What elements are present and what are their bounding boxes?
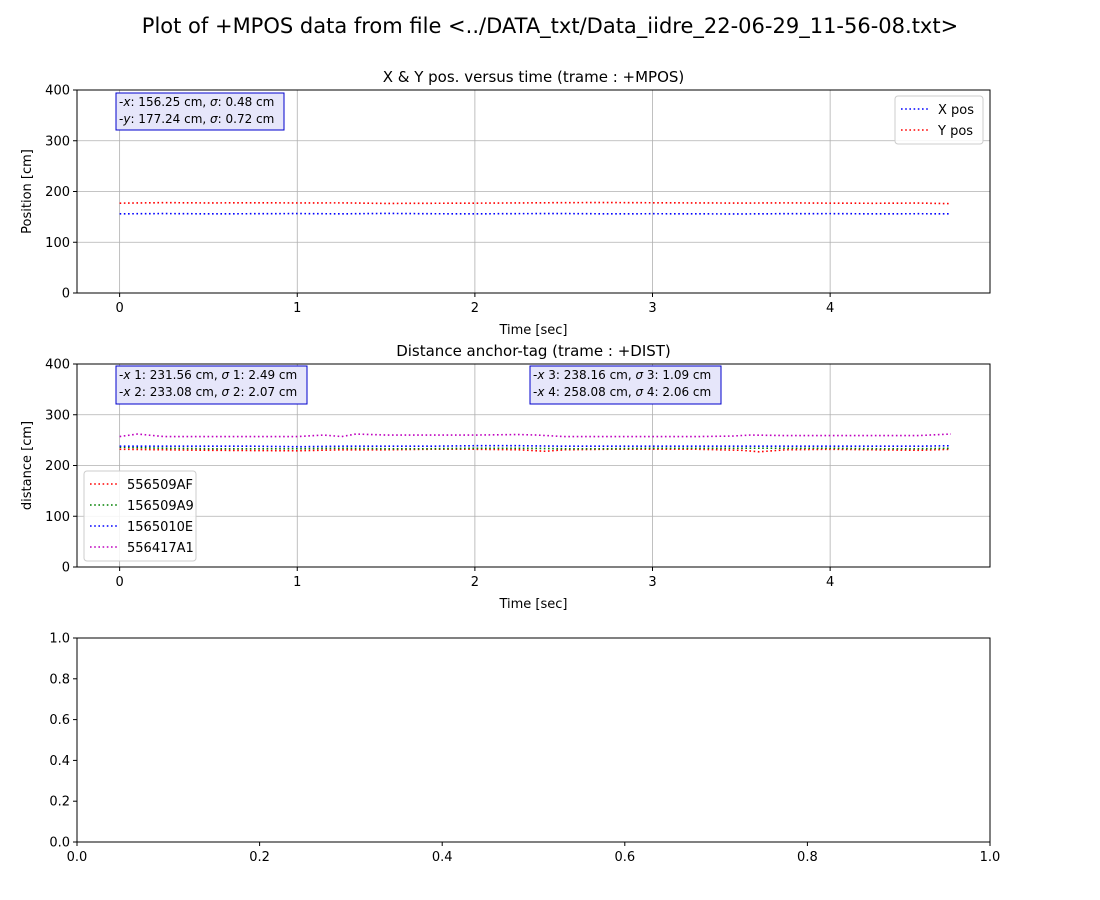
x-tick-label: 0.2 <box>249 850 270 865</box>
stats-text-part: x <box>122 385 131 399</box>
stats-text-part: 4: 258.08 cm, <box>544 385 635 399</box>
stats-text-part: 3: 238.16 cm, <box>544 368 635 382</box>
y-tick-label: 300 <box>45 134 70 149</box>
x-tick-label: 1.0 <box>980 850 1001 865</box>
y-tick-label: 0.4 <box>49 754 70 769</box>
x-tick-label: 0 <box>115 575 123 590</box>
x-tick-label: 2 <box>471 575 479 590</box>
y-axis-label: distance [cm] <box>20 421 35 510</box>
x-tick-label: 3 <box>648 301 656 316</box>
y-axis-label: Position [cm] <box>20 149 35 234</box>
legend-label: 156509A9 <box>127 499 194 514</box>
stats-text-part: σ <box>210 112 218 126</box>
stats-text-part: : 0.72 cm <box>218 112 275 126</box>
series-line-y-pos <box>119 201 951 205</box>
x-tick-label: 1 <box>293 301 301 316</box>
axes-2: 0 1 2 3 4 0 100 200 300 400 Distance anchor-tag (t… <box>20 342 991 612</box>
stats-text-part: x <box>122 95 131 109</box>
x-tick-label: 3 <box>648 575 656 590</box>
axes-title: Distance anchor-tag (trame : +DIST) <box>396 342 671 360</box>
stats-text-part: y <box>122 112 131 126</box>
y-tick-label: 0.2 <box>49 795 70 810</box>
y-tick-label: 0 <box>62 287 70 302</box>
legend-label: Y pos <box>937 124 973 139</box>
stats-text-part: : 156.25 cm, <box>130 95 210 109</box>
stats-box <box>115 92 285 131</box>
stats-text-part: - <box>533 368 537 382</box>
legend-label: 556417A1 <box>127 541 194 556</box>
stats-text-part: σ <box>221 368 229 382</box>
stats-text-part: 4: 2.06 cm <box>643 385 711 399</box>
stats-text-part: : 177.24 cm, <box>130 112 210 126</box>
legend-box <box>83 470 197 562</box>
stats-text-part: σ <box>635 368 643 382</box>
axes-frame <box>76 637 991 843</box>
x-tick-label: 0.4 <box>432 850 453 865</box>
legend-label: 1565010E <box>127 520 193 535</box>
stats-line: -x: 156.25 cm, σ: 0.48 cm <box>119 95 274 109</box>
legend-box <box>894 95 984 145</box>
stats-line: -y: 177.24 cm, σ: 0.72 cm <box>119 112 274 126</box>
x-tick-label: 2 <box>471 301 479 316</box>
x-tick-label: 4 <box>826 575 834 590</box>
stats-text-part: 1: 2.49 cm <box>229 368 297 382</box>
series-line-1565010e <box>119 444 951 448</box>
stats-text-part: - <box>119 368 123 382</box>
y-tick-label: 400 <box>45 84 70 99</box>
axes-3: 0.0 0.2 0.4 0.6 0.8 1.0 0.0 0.2 0.4 0.6 0.8 1.0 <box>49 632 1000 866</box>
series-line-556417a1 <box>119 433 951 438</box>
stats-line: -x 3: 238.16 cm, σ 3: 1.09 cm <box>533 368 711 382</box>
y-tick-label: 0 <box>62 561 70 576</box>
x-tick-label: 0.0 <box>67 850 88 865</box>
series-line-556509af <box>119 448 951 453</box>
stats-text-part: σ <box>635 385 643 399</box>
stats-text-part: 3: 1.09 cm <box>643 368 711 382</box>
x-tick-label: 0.8 <box>797 850 818 865</box>
axes-title: X & Y pos. versus time (trame : +MPOS) <box>383 68 685 86</box>
stats-text-part: - <box>119 385 123 399</box>
stats-text-part: x <box>536 385 545 399</box>
stats-box <box>529 365 722 405</box>
series-line-x-pos <box>119 212 951 215</box>
axes-1: 0 1 2 3 4 0 100 200 300 400 X & Y pos. versus time… <box>20 68 991 338</box>
stats-line: -x 1: 231.56 cm, σ 1: 2.49 cm <box>119 368 297 382</box>
x-tick-label: 0 <box>115 301 123 316</box>
y-tick-label: 100 <box>45 510 70 525</box>
stats-text-part: x <box>122 368 131 382</box>
y-tick-label: 200 <box>45 185 70 200</box>
stats-box <box>115 365 308 405</box>
y-tick-label: 0.8 <box>49 672 70 687</box>
legend-label: 556509AF <box>127 478 193 493</box>
y-tick-label: 300 <box>45 408 70 423</box>
stats-text-part: - <box>533 385 537 399</box>
x-tick-label: 0.6 <box>614 850 635 865</box>
stats-text-part: 1: 231.56 cm, <box>130 368 221 382</box>
stats-text-part: - <box>119 95 123 109</box>
y-tick-label: 0.0 <box>49 836 70 851</box>
stats-text-part: x <box>536 368 545 382</box>
legend-label: X pos <box>938 103 974 118</box>
y-tick-label: 200 <box>45 459 70 474</box>
stats-text-part: - <box>119 112 123 126</box>
stats-text-part: : 0.48 cm <box>218 95 275 109</box>
stats-text-part: σ <box>210 95 218 109</box>
stats-text-part: 2: 233.08 cm, <box>130 385 221 399</box>
stats-line: -x 4: 258.08 cm, σ 4: 2.06 cm <box>533 385 711 399</box>
x-axis-label: Time [sec] <box>498 597 567 612</box>
x-tick-label: 1 <box>293 575 301 590</box>
figure-title: Plot of +MPOS data from file <../DATA_tx… <box>141 14 959 38</box>
series-line-156509a9 <box>119 446 951 450</box>
x-axis-label: Time [sec] <box>498 323 567 338</box>
y-tick-label: 100 <box>45 236 70 251</box>
stats-text-part: 2: 2.07 cm <box>229 385 297 399</box>
x-tick-label: 4 <box>826 301 834 316</box>
stats-text-part: σ <box>221 385 229 399</box>
y-tick-label: 1.0 <box>49 632 70 647</box>
y-tick-label: 400 <box>45 358 70 373</box>
stats-line: -x 2: 233.08 cm, σ 2: 2.07 cm <box>119 385 297 399</box>
y-tick-label: 0.6 <box>49 713 70 728</box>
